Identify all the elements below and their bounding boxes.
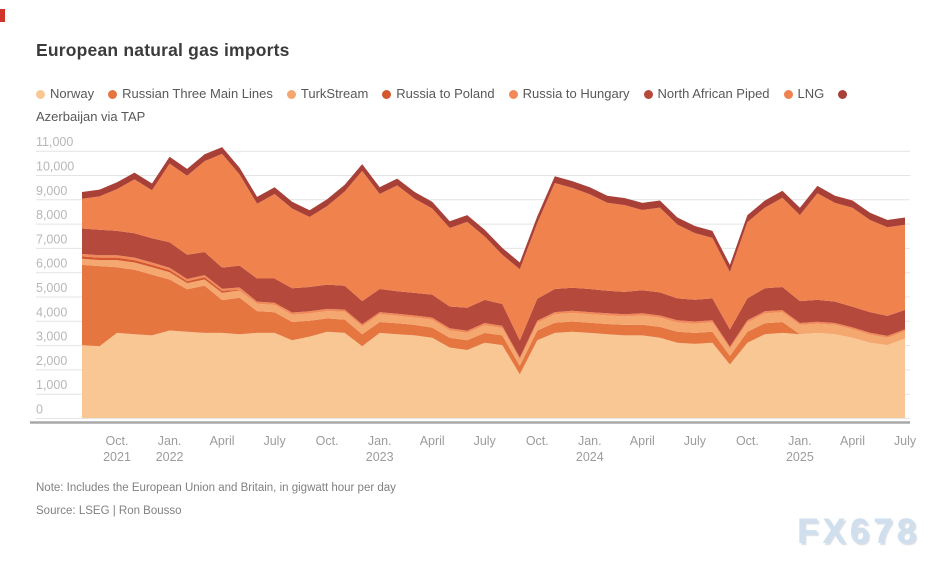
x-axis-label-oct-2022: Oct.: [316, 434, 339, 448]
legend-item-lng: LNG: [783, 86, 825, 101]
legend-item-russian-three-main-lines: Russian Three Main Lines: [108, 86, 273, 101]
x-axis-label-apr-2023: April: [420, 434, 445, 448]
legend-dot-russian-three-main-lines: [108, 90, 118, 99]
y-axis-label-6000: 6,000: [36, 257, 67, 271]
area-norway: [82, 330, 905, 418]
legend-dot-turkstream: [286, 90, 296, 99]
legend-item-russia-to-hungary: Russia to Hungary: [508, 86, 630, 101]
x-axis-label-jan-2022: Jan.: [158, 434, 182, 448]
x-axis-label-apr-2022: April: [210, 434, 235, 448]
legend-label-russian-three-main-lines: Russian Three Main Lines: [122, 86, 273, 101]
legend-item-north-african-piped: North African Piped: [643, 86, 770, 101]
x-axis-label-apr-2025: April: [840, 434, 865, 448]
y-axis-label-2000: 2,000: [36, 354, 67, 368]
y-axis-label-9000: 9,000: [36, 184, 67, 198]
legend-label-turkstream: TurkStream: [300, 86, 369, 101]
x-axis-label-jan-2024: Jan.: [578, 434, 602, 448]
x-axis-label-jan-2025: Jan.: [788, 434, 812, 448]
legend-item-azerbaijan-via-tap: Azerbaijan via TAP: [36, 86, 852, 124]
legend-label-russia-to-poland: Russia to Poland: [396, 86, 495, 101]
x-axis-label-oct-2021: Oct.: [106, 434, 129, 448]
legend-label-norway: Norway: [50, 86, 95, 101]
y-axis-label-4000: 4,000: [36, 305, 67, 319]
x-axis-year-2025: 2025: [786, 450, 814, 464]
legend-label-russia-to-hungary: Russia to Hungary: [522, 86, 630, 101]
legend-item-turkstream: TurkStream: [286, 86, 369, 101]
y-axis-label-8000: 8,000: [36, 208, 67, 222]
y-axis-label-0: 0: [36, 403, 43, 417]
legend-dot-norway: [36, 90, 45, 99]
x-axis-label-jul-2023: July: [474, 434, 497, 448]
legend-item-norway: Norway: [36, 86, 94, 101]
x-axis-label-oct-2024: Oct.: [736, 434, 759, 448]
x-axis-label-jul-2024: July: [684, 434, 707, 448]
area-north-african-piped: [82, 228, 905, 358]
y-axis-label-7000: 7,000: [36, 232, 67, 246]
area-russian-three-main-lines: [82, 264, 905, 375]
area-lng: [82, 153, 905, 341]
x-axis-year-2021: 2021: [103, 450, 131, 464]
x-axis-label-apr-2024: April: [630, 434, 655, 448]
x-axis-label-jul-2022: July: [263, 434, 286, 448]
y-axis-label-3000: 3,000: [36, 330, 67, 344]
x-axis-label-oct-2023: Oct.: [526, 434, 549, 448]
x-axis-label-jul-2025: July: [894, 434, 917, 448]
chart-note: Note: Includes the European Union and Br…: [36, 482, 396, 494]
legend-item-russia-to-poland: Russia to Poland: [382, 86, 495, 101]
legend-label-north-african-piped: North African Piped: [657, 86, 770, 101]
legend-label-azerbaijan-via-tap: Azerbaijan via TAP: [36, 109, 146, 124]
legend-dot-russia-to-poland: [382, 90, 392, 99]
y-axis-label-11000: 11,000: [36, 135, 73, 149]
corner-mark: [0, 9, 5, 22]
x-axis-year-2023: 2023: [366, 450, 394, 464]
legend-dot-russia-to-hungary: [508, 90, 518, 99]
watermark-text: FX678: [797, 512, 921, 551]
chart-source: Source: LSEG | Ron Bousso: [36, 505, 182, 517]
x-axis-label-jan-2023: Jan.: [368, 434, 392, 448]
x-axis-year-2024: 2024: [576, 450, 604, 464]
legend-dot-north-african-piped: [643, 90, 653, 99]
chart-legend: Norway Russian Three Main Lines TurkStream…: [36, 82, 908, 128]
legend-dot-lng: [783, 90, 793, 99]
y-axis-label-10000: 10,000: [36, 160, 74, 174]
legend-label-lng: LNG: [797, 86, 825, 101]
y-axis-label-1000: 1,000: [36, 378, 67, 392]
x-axis-year-2022: 2022: [156, 450, 184, 464]
y-axis-label-5000: 5,000: [36, 281, 67, 295]
legend-dot-azerbaijan-via-tap: [838, 90, 848, 99]
chart-title: European natural gas imports: [36, 40, 290, 60]
